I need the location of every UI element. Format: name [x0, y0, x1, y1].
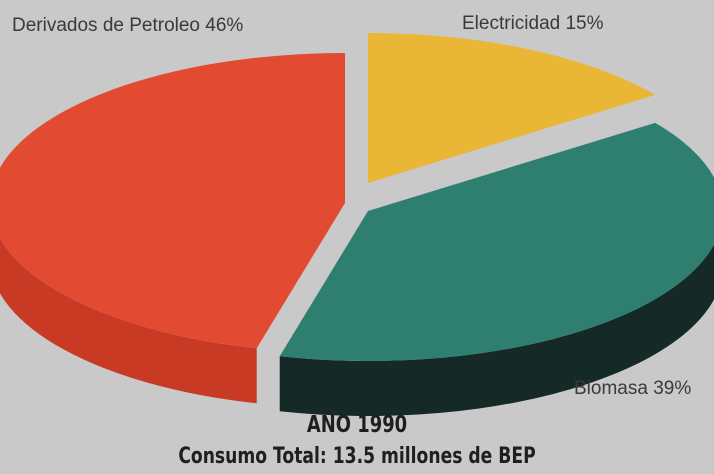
slice-electricidad [368, 33, 656, 183]
slice-derivados-de-petroleo [0, 53, 345, 349]
slice-label-electricidad: Electricidad 15% [462, 13, 604, 34]
slice-side-derivados-de-petroleo [0, 238, 257, 404]
slice-label-biomasa: Biomasa 39% [574, 378, 692, 399]
chart-subtitle: Consumo Total: 13.5 millones de BEP [178, 444, 536, 469]
chart-title: AÑO 1990 [306, 412, 408, 438]
slice-biomasa [279, 122, 714, 361]
slice-side-biomasa [279, 244, 714, 416]
slice-label-derivados: Derivados de Petroleo 46% [12, 15, 244, 36]
